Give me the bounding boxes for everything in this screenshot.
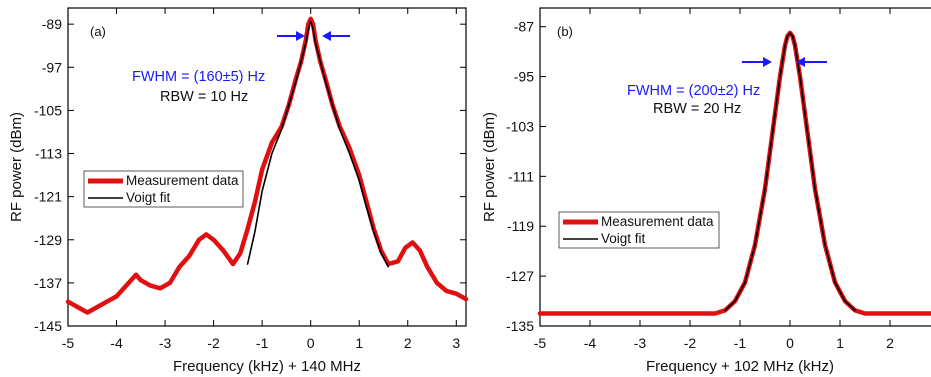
legend-label-voigt-b: Voigt fit: [601, 231, 646, 246]
x-tick-label-b: -1: [734, 335, 747, 351]
legend-a: Measurement data Voigt fit: [83, 170, 244, 208]
y-tick-label-b: -119: [507, 218, 534, 234]
x-tick-label-a: -1: [256, 335, 269, 351]
legend-box-b: [558, 211, 720, 249]
y-tick-label-a: -137: [34, 275, 62, 291]
arrow-left-head-a: [296, 31, 305, 41]
y-tick-label-a: -89: [42, 16, 62, 32]
legend-box-a: [83, 170, 244, 208]
x-tick-label-b: 1: [836, 335, 844, 351]
fwhm-arrows-a: [277, 31, 350, 41]
y-axis-title-a: RF power (dBm): [8, 112, 25, 222]
y-tick-label-a: -145: [34, 318, 62, 334]
legend-label-measurement-b: Measurement data: [601, 214, 714, 229]
fwhm-arrows-b: [742, 57, 827, 67]
series-b: [537, 30, 931, 316]
y-tick-label-b: -127: [506, 268, 534, 284]
fwhm-annotation-a: FWHM = (160±5) Hz: [132, 69, 265, 85]
x-tick-label-b: -3: [634, 335, 647, 351]
x-tick-label-a: 1: [355, 335, 363, 351]
y-tick-label-b: -95: [514, 69, 534, 85]
measurement-data-line-a: [65, 16, 469, 315]
measurement-data-line-b: [537, 30, 931, 316]
rbw-annotation-b: RBW = 20 Hz: [653, 101, 741, 117]
legend-label-voigt-a: Voigt fit: [126, 190, 171, 205]
legend-b: Measurement data Voigt fit: [558, 211, 720, 249]
y-axis-title-b: RF power (dBm): [481, 112, 498, 222]
arrow-right-head-a: [322, 31, 331, 41]
panel-label-a: (a): [90, 24, 106, 39]
x-axis-title-a: Frequency (kHz) + 140 MHz: [173, 358, 361, 375]
series-a: [65, 16, 469, 315]
x-axis-title-b: Frequency + 102 MHz (kHz): [646, 358, 834, 375]
x-ticks-a: -5 -4 -3 -2 -1 0 1 2 3: [62, 8, 460, 351]
y-tick-label-a: -121: [34, 189, 62, 205]
y-tick-label-b: -103: [506, 118, 534, 134]
legend-label-measurement-a: Measurement data: [126, 173, 239, 188]
y-tick-label-b: -135: [506, 318, 534, 334]
x-tick-label-a: -2: [207, 335, 220, 351]
x-tick-label-a: 0: [307, 335, 315, 351]
y-tick-label-b: -87: [514, 19, 534, 35]
y-ticks-a: -145 -137 -129 -121 -113 -105 -97 -89: [34, 16, 466, 334]
x-tick-label-a: 3: [452, 335, 460, 351]
x-tick-label-a: -4: [110, 335, 123, 351]
panel-label-b: (b): [557, 24, 573, 39]
arrow-left-head-b: [763, 57, 772, 67]
fwhm-annotation-b: FWHM = (200±2) Hz: [627, 83, 760, 99]
x-tick-label-b: 0: [786, 335, 794, 351]
y-tick-label-a: -97: [42, 59, 62, 75]
y-ticks-b: -135 -127 -119 -111 -103 -95 -87: [506, 19, 546, 334]
y-tick-label-a: -113: [35, 146, 62, 162]
x-tick-label-b: -5: [534, 335, 547, 351]
panel-b: -5 -4 -3 -2 -1 0 1 2 -135 -127 -119 -111 -103 -95 -87…: [481, 7, 931, 375]
x-tick-label-a: -3: [159, 335, 172, 351]
panel-a: -5 -4 -3 -2 -1 0 1 2 3 -145-137-129-121-113-105-…: [8, 7, 469, 375]
y-tick-label-a: -105: [34, 102, 62, 118]
voigt-fit-line-b: [724, 32, 856, 312]
plot-frame-b: [539, 7, 931, 327]
y-tick-label-a: -129: [34, 232, 62, 248]
x-tick-label-a: -5: [62, 335, 75, 351]
x-tick-label-b: -2: [684, 335, 697, 351]
plot-frame-a: [67, 7, 467, 327]
rbw-annotation-a: RBW = 10 Hz: [160, 89, 248, 105]
x-tick-label-b: -4: [584, 335, 597, 351]
x-tick-label-b: 2: [886, 335, 894, 351]
arrow-right-head-b: [796, 57, 805, 67]
y-tick-label-b: -111: [508, 168, 534, 184]
x-ticks-b: -5 -4 -3 -2 -1 0 1 2: [534, 8, 894, 351]
x-tick-label-a: 2: [404, 335, 412, 351]
voigt-fit-line-a: [246, 20, 390, 268]
